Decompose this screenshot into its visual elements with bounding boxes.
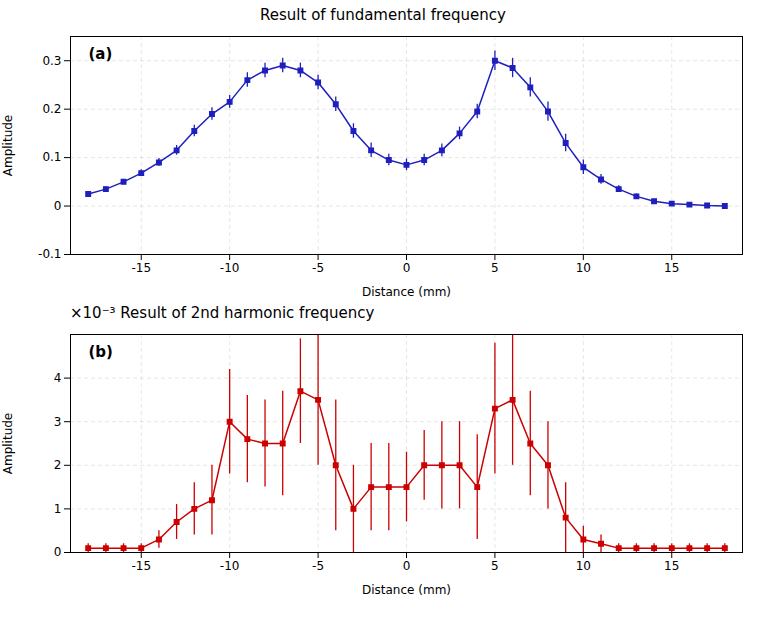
svg-text:(a): (a) (89, 45, 113, 63)
svg-text:Distance (mm): Distance (mm) (362, 583, 451, 597)
svg-text:10: 10 (576, 559, 591, 573)
svg-text:Amplitude: Amplitude (1, 115, 15, 177)
svg-text:0: 0 (54, 199, 62, 213)
svg-text:-10: -10 (220, 559, 240, 573)
svg-text:0: 0 (54, 545, 62, 559)
svg-text:0: 0 (403, 261, 411, 275)
svg-text:10: 10 (576, 261, 591, 275)
svg-text:0.1: 0.1 (42, 150, 61, 164)
svg-text:5: 5 (491, 559, 499, 573)
svg-text:3: 3 (54, 415, 62, 429)
svg-text:2: 2 (54, 458, 62, 472)
svg-text:-15: -15 (131, 559, 151, 573)
svg-text:-5: -5 (312, 559, 324, 573)
svg-text:-10: -10 (220, 261, 240, 275)
svg-text:(b): (b) (89, 343, 113, 361)
html-text:Result of fundamental frequenc: Result of fundamental frequency (260, 6, 506, 24)
svg-text:-5: -5 (312, 261, 324, 275)
svg-text:0: 0 (403, 559, 411, 573)
svg-text:1: 1 (54, 502, 62, 516)
svg-text:15: 15 (664, 559, 679, 573)
svg-text:0.3: 0.3 (42, 54, 61, 68)
svg-text:-15: -15 (131, 261, 151, 275)
svg-text:5: 5 (491, 261, 499, 275)
svg-text:-0.1: -0.1 (38, 247, 61, 261)
svg-text:0.2: 0.2 (42, 102, 61, 116)
svg-text:4: 4 (54, 371, 62, 385)
svg-text:Distance (mm): Distance (mm) (362, 285, 451, 299)
svg-text:Amplitude: Amplitude (1, 413, 15, 475)
html-text:×10⁻³ Result of 2nd harmonic f: ×10⁻³ Result of 2nd harmonic frequency (70, 304, 375, 322)
svg-text:15: 15 (664, 261, 679, 275)
